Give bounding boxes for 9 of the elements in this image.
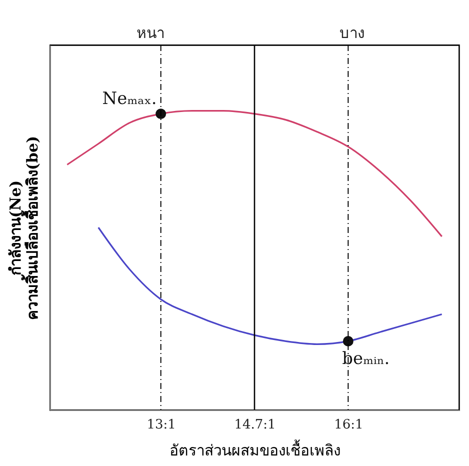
annotation: Neₘₐₓ.: [102, 88, 157, 109]
x-tick-label: 16:1: [334, 418, 364, 432]
x-tick-label: 14.7:1: [234, 418, 276, 432]
x-tick-label: 13:1: [146, 418, 176, 432]
y-axis-title: กำลังงาน(Ne) ความสิ้นเปลืองเชื้อเพลิง(be): [6, 136, 42, 320]
x-axis-title: อัตราส่วนผสมของเชื้อเพลิง: [170, 440, 340, 460]
annotation: beₘᵢₙ.: [342, 349, 390, 370]
text: บาง: [340, 24, 365, 42]
text: หนา: [136, 24, 165, 42]
